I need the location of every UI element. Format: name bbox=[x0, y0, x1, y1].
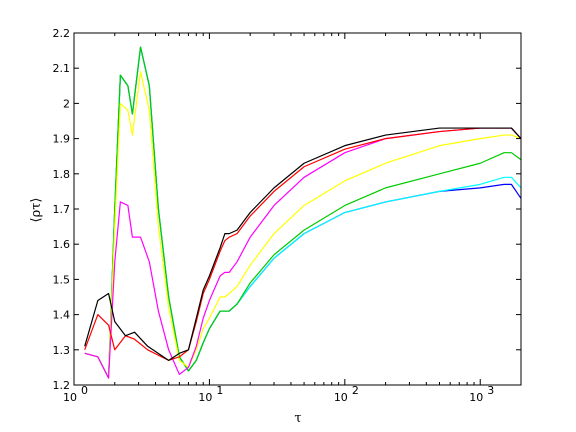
series-line-7 bbox=[84, 127, 522, 361]
series-layer bbox=[84, 46, 522, 379]
y-tick-label: 1.5 bbox=[53, 273, 71, 286]
x-tick-exponent: 0 bbox=[81, 384, 88, 397]
y-tick-label: 1.2 bbox=[53, 379, 71, 392]
y-tick-label: 1.6 bbox=[53, 238, 71, 251]
tick-layer: 1.2 1.3 1.4 1.5 1.6 1.7 1.8 1.9 2 2.1 2.2 10 0 10 1 10 2… bbox=[53, 27, 522, 404]
x-axis-label: τ bbox=[294, 411, 301, 426]
x-tick-exponent: 2 bbox=[352, 384, 359, 397]
y-tick-label: 2 bbox=[63, 97, 70, 110]
series-line-6 bbox=[84, 127, 522, 361]
y-tick-label: 1.3 bbox=[53, 344, 71, 357]
y-tick-label: 1.4 bbox=[53, 309, 71, 322]
x-tick-label: 10 bbox=[198, 391, 212, 404]
y-tick-label: 1.8 bbox=[53, 168, 71, 181]
x-tick-exponent: 1 bbox=[216, 384, 223, 397]
y-tick-label: 2.2 bbox=[53, 27, 71, 40]
x-tick-label: 10 bbox=[63, 391, 77, 404]
x-tick-exponent: 3 bbox=[487, 384, 494, 397]
y-axis-label: ⟨ρτ⟩ bbox=[29, 198, 44, 223]
series-line-4 bbox=[84, 71, 522, 379]
y-tick-label: 2.1 bbox=[53, 62, 71, 75]
x-tick-label: 10 bbox=[334, 391, 348, 404]
series-line-3 bbox=[84, 46, 522, 379]
y-tick-label: 1.9 bbox=[53, 133, 71, 146]
y-tick-label: 1.7 bbox=[53, 203, 71, 216]
x-tick-label: 10 bbox=[469, 391, 483, 404]
